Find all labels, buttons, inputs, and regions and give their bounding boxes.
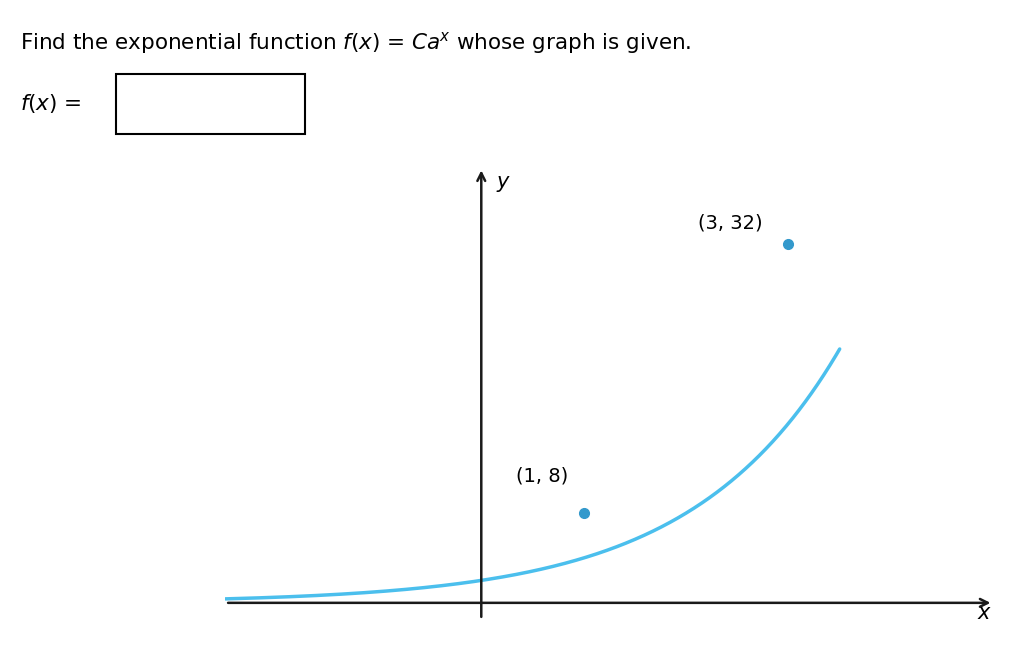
Text: x: x bbox=[978, 603, 990, 623]
Text: (3, 32): (3, 32) bbox=[698, 214, 763, 232]
Text: Find the exponential function $\it{f}$($\it{x}$) = $\it{Ca}$$^{\it{x}}$ whose gr: Find the exponential function $\it{f}$($… bbox=[20, 30, 692, 56]
Text: (1, 8): (1, 8) bbox=[516, 466, 568, 485]
Text: $\it{f}$($\it{x}$) =: $\it{f}$($\it{x}$) = bbox=[20, 92, 82, 115]
Text: y: y bbox=[497, 172, 509, 192]
